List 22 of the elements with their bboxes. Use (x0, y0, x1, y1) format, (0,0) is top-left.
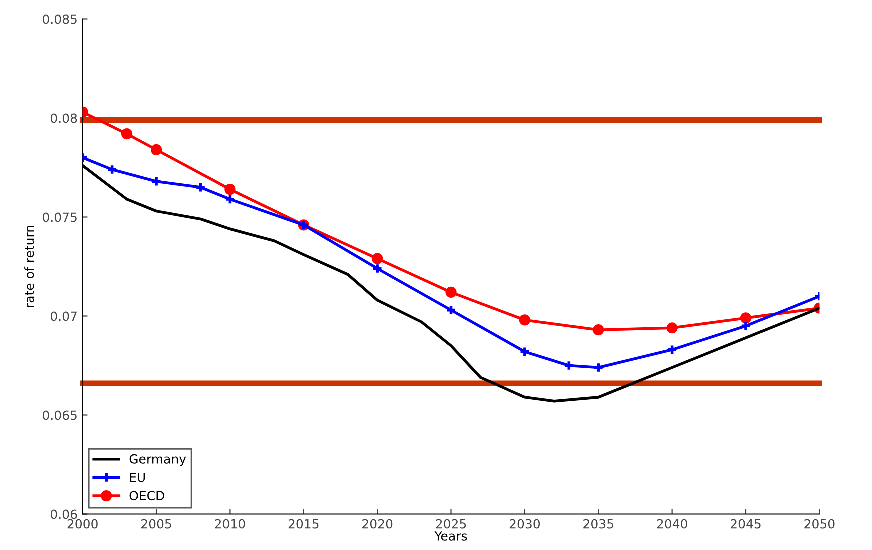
x-tick-label: 2015 (288, 519, 319, 529)
x-tick-label: 2050 (804, 519, 835, 529)
x-tick-label: 2045 (731, 519, 761, 529)
x-tick-label: 2035 (584, 519, 614, 529)
legend-label: OECD (130, 491, 164, 501)
x-tick-label: 2005 (142, 519, 172, 529)
x-axis-title: Years (434, 532, 468, 541)
y-tick-label: 0.06 (50, 510, 78, 520)
x-tick-label: 2025 (436, 519, 466, 529)
x-tick-label: 2040 (657, 519, 688, 529)
x-tick-label: 2000 (68, 519, 98, 529)
y-tick-label: 0.085 (43, 14, 77, 24)
y-tick-label: 0.075 (43, 212, 77, 222)
x-tick-label: 2020 (362, 519, 393, 529)
y-tick-label: 0.07 (50, 312, 77, 322)
legend-label: Germany (130, 454, 186, 466)
y-tick-label: 0.08 (50, 114, 78, 124)
x-tick-label: 2010 (215, 519, 246, 529)
x-tick-label: 2030 (510, 519, 540, 529)
y-tick-label: 0.065 (43, 410, 77, 420)
legend-label: EU (130, 472, 146, 482)
y-axis-title: rate of return (24, 226, 34, 308)
